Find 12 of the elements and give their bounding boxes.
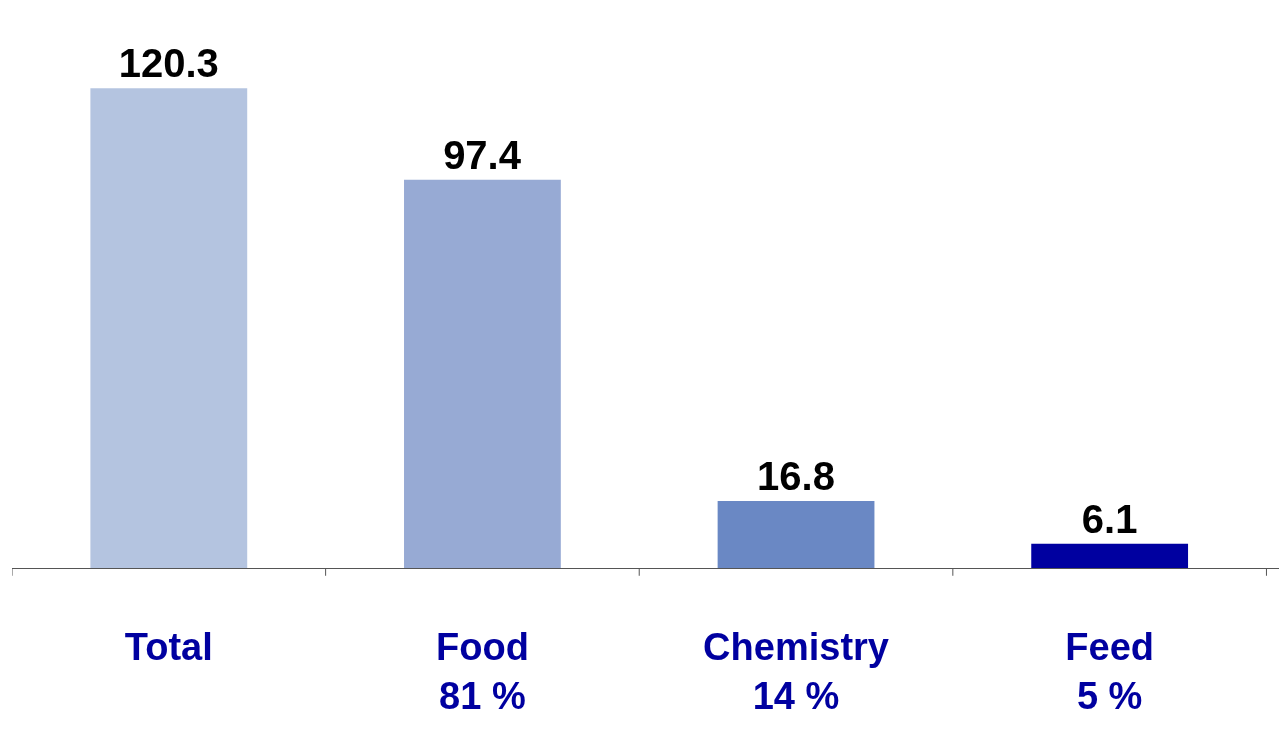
x-tick-label: Feed 5 %: [1065, 625, 1154, 717]
x-tick-label: Total: [124, 625, 213, 668]
bar: [404, 179, 561, 568]
x-tick-label: Chemistry 14 %: [703, 625, 889, 717]
data-label: 97.4: [443, 132, 522, 177]
data-label: 120.3: [118, 41, 219, 86]
bar: [1031, 543, 1189, 568]
x-tick-label: Food 81 %: [435, 625, 529, 717]
bar: [90, 88, 248, 568]
data-label: 6.1: [1081, 496, 1138, 541]
data-label: 16.8: [757, 454, 835, 499]
bar: [717, 501, 875, 568]
